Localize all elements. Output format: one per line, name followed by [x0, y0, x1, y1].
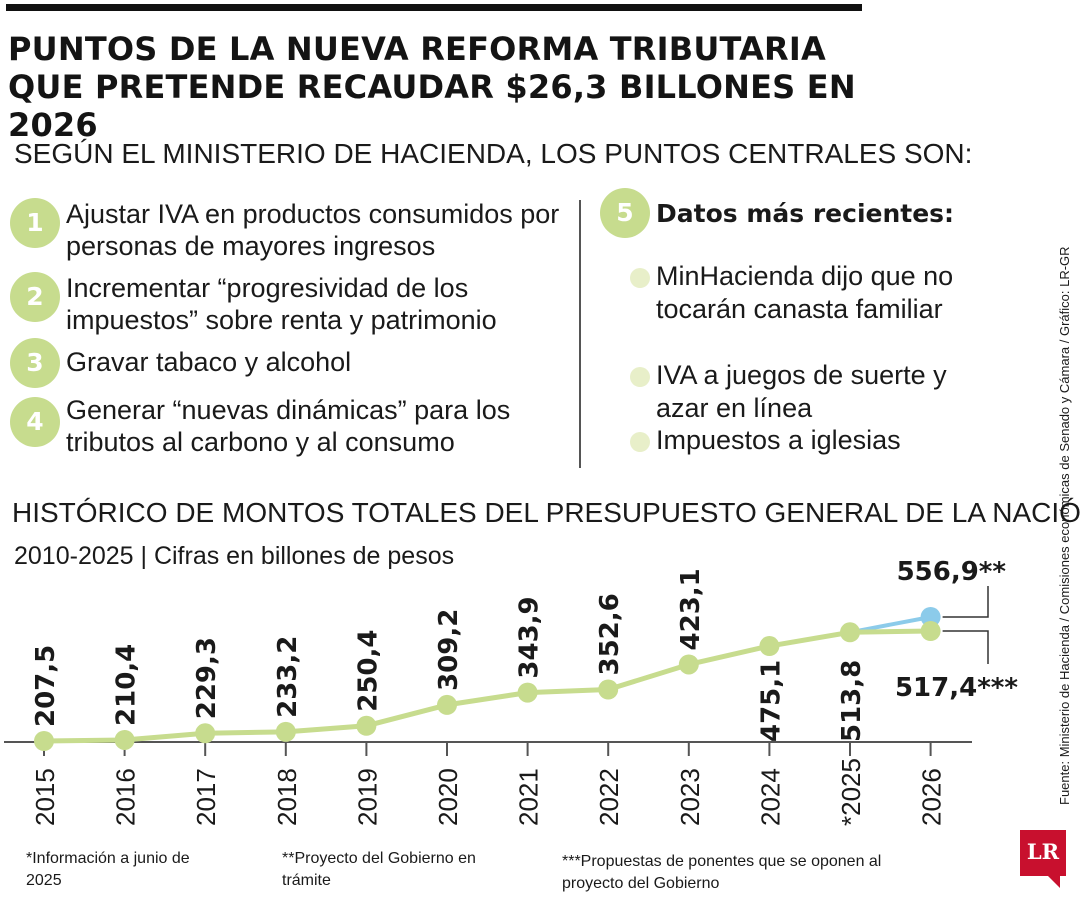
footnote-1: *Información a junio de 2025 — [26, 850, 190, 889]
data-label: 233,2 — [273, 636, 303, 718]
x-tick-label: 2017 — [191, 768, 221, 826]
chart-title: HISTÓRICO DE MONTOS TOTALES DEL PRESUPUE… — [12, 497, 1080, 528]
number-badge: 4 — [10, 397, 60, 447]
bullet-icon — [630, 367, 650, 387]
data-point — [275, 721, 296, 742]
point-text: Gravar tabaco y alcohol — [66, 347, 352, 377]
number-badge: 1 — [10, 198, 60, 248]
data-label: 210,4 — [112, 644, 142, 726]
x-tick-label: 2019 — [352, 768, 382, 826]
x-tick-label: 2015 — [30, 768, 60, 826]
data-label: 475,1 — [756, 660, 786, 742]
point-text: Generar “nuevas dinámicas” para los trib… — [66, 395, 511, 457]
x-tick-label: 2021 — [514, 768, 544, 826]
data-label: 207,5 — [31, 645, 61, 727]
projection-point — [920, 607, 941, 627]
budget-line-chart: 207,5 210,4 229,3 233,2 250,4 309,2 343,9 352,6… — [4, 560, 1018, 826]
chart-subtitle: 2010-2025 | Cifras en billones de pesos — [14, 542, 455, 570]
budget-series-line — [43, 628, 931, 744]
data-label: 343,9 — [515, 596, 545, 678]
number-badge: 3 — [10, 338, 60, 388]
data-label-2026-gobierno: 556,9** — [897, 560, 1007, 587]
leader-line — [942, 586, 989, 618]
leader-line — [942, 630, 989, 664]
source-credit: Fuente: Ministerio de Hacienda / Comisio… — [1057, 246, 1072, 805]
number-badge-5: 5 — [600, 188, 650, 238]
data-label: 352,6 — [595, 593, 625, 675]
data-point — [920, 621, 941, 642]
data-point — [195, 723, 216, 744]
data-label: 229,3 — [192, 637, 222, 719]
x-tick-label: 2022 — [594, 768, 624, 826]
recent-item-3: Impuestos a iglesias — [656, 425, 901, 455]
x-tick-label: 2020 — [433, 768, 463, 826]
x-tick-label: *2025 — [836, 758, 866, 826]
data-point — [678, 654, 699, 675]
top-rule — [6, 4, 862, 11]
point-text: Incrementar “progresividad de los impues… — [66, 273, 497, 335]
point-text: Ajustar IVA en productos consumidos por … — [66, 199, 560, 261]
data-label: 250,4 — [353, 630, 383, 712]
column-divider — [579, 200, 581, 468]
data-point — [598, 679, 619, 700]
recent-item-1: MinHacienda dijo que no tocarán canasta … — [656, 261, 954, 324]
logo-tail — [1046, 874, 1060, 888]
lr-logo: LR — [1020, 830, 1066, 876]
x-tick-label: 2023 — [675, 768, 705, 826]
data-point — [356, 715, 377, 736]
page-title: PUNTOS DE LA NUEVA REFORMA TRIBUTARIA QU… — [8, 30, 856, 144]
footnote-2: **Proyecto del Gobierno en trámite — [282, 850, 476, 889]
data-point — [759, 636, 780, 657]
data-label-2026-ponentes: 517,4*** — [895, 673, 1018, 703]
bullet-icon — [630, 432, 650, 452]
data-point — [114, 729, 135, 750]
data-label: 423,1 — [676, 568, 706, 650]
data-label: 513,8 — [837, 660, 867, 742]
x-tick-label: 2016 — [111, 768, 141, 826]
data-label: 309,2 — [434, 609, 464, 691]
x-tick-label: 2024 — [755, 768, 785, 826]
section-subtitle: SEGÚN EL MINISTERIO DE HACIENDA, LOS PUN… — [14, 138, 973, 169]
x-tick-label: 2018 — [272, 768, 302, 826]
data-point — [840, 622, 860, 643]
footnote-3: ***Propuestas de ponentes que se oponen … — [562, 853, 882, 892]
number-badge: 2 — [10, 272, 60, 322]
data-point — [437, 694, 457, 715]
x-tick-label: 2026 — [917, 768, 947, 826]
data-point — [517, 682, 538, 703]
recent-item-2: IVA a juegos de suerte y azar en línea — [656, 360, 947, 423]
bullet-icon — [630, 268, 650, 288]
recent-data-title: Datos más recientes: — [656, 199, 955, 228]
data-point — [34, 731, 54, 751]
